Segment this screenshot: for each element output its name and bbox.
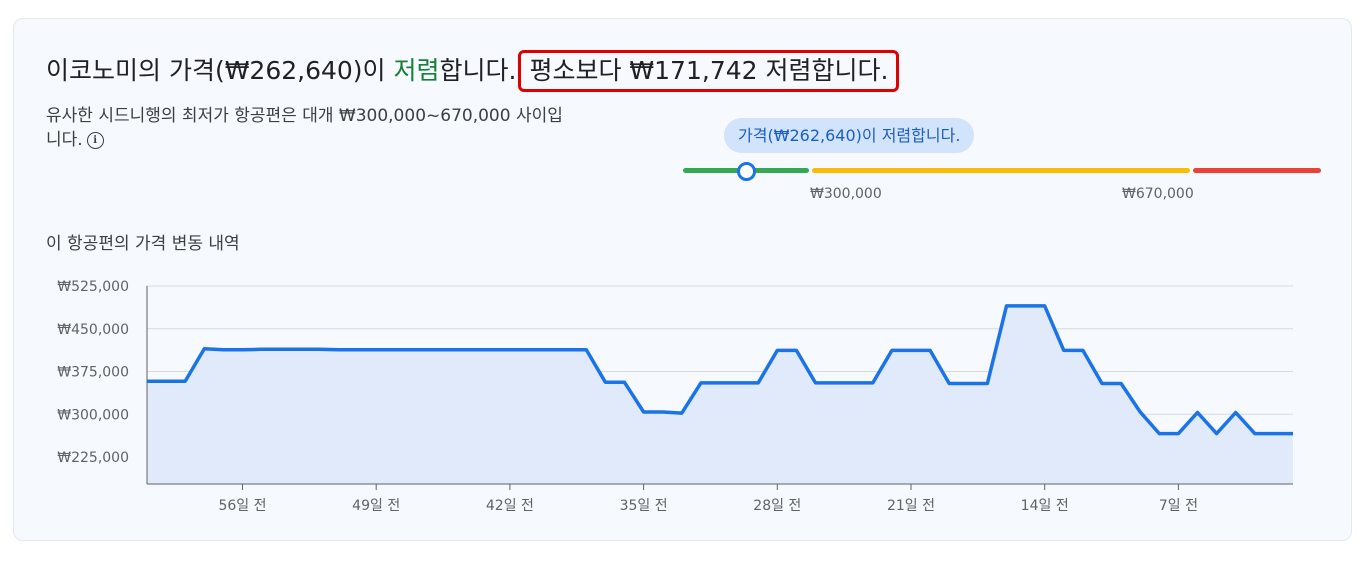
x-tick-label: 49일 전 [352,498,400,514]
headline-prefix: 이코노미의 가격(₩262,640)이 [46,56,394,85]
price-line [147,304,1293,436]
current-price-marker [737,162,756,181]
x-tick-label: 35일 전 [620,498,668,514]
info-icon[interactable]: i [86,131,104,149]
y-tick-label: ₩450,000 [57,322,129,338]
range-text: 유사한 시드니행의 최저가 항공편은 대개 ₩300,000~670,000 사… [46,106,563,150]
typical-range-description: 유사한 시드니행의 최저가 항공편은 대개 ₩300,000~670,000 사… [46,104,566,152]
price-history-title: 이 항공편의 가격 변동 내역 [46,234,240,254]
savings-highlight: 평소보다 ₩171,742 저렴합니다. [518,50,900,92]
gauge-typical-segment [812,168,1190,173]
price-area-fill [147,305,1293,484]
x-tick-label: 14일 전 [1021,498,1069,514]
price-headline: 이코노미의 가격(₩262,640)이 저렴합니다. 평소보다 ₩171,742 … [46,50,900,92]
x-tick-label: 7일 전 [1159,498,1198,514]
gauge-high-label: ₩670,000 [1122,186,1194,202]
x-tick-label: 28일 전 [753,498,801,514]
price-status-word: 저렴 [393,56,440,85]
y-tick-label: ₩375,000 [57,365,129,381]
y-tick-label: ₩225,000 [57,450,129,466]
gauge-high-segment [1193,168,1321,173]
current-price-chip: 가격(₩262,640)이 저렴합니다. [724,118,975,153]
y-tick-label: ₩525,000 [57,279,129,295]
x-tick-label: 56일 전 [218,498,266,514]
y-tick-label: ₩300,000 [57,407,129,423]
headline-suffix: 합니다. [439,56,517,85]
x-tick-label: 21일 전 [887,498,935,514]
gauge-low-label: ₩300,000 [810,186,882,202]
x-tick-label: 42일 전 [486,498,534,514]
